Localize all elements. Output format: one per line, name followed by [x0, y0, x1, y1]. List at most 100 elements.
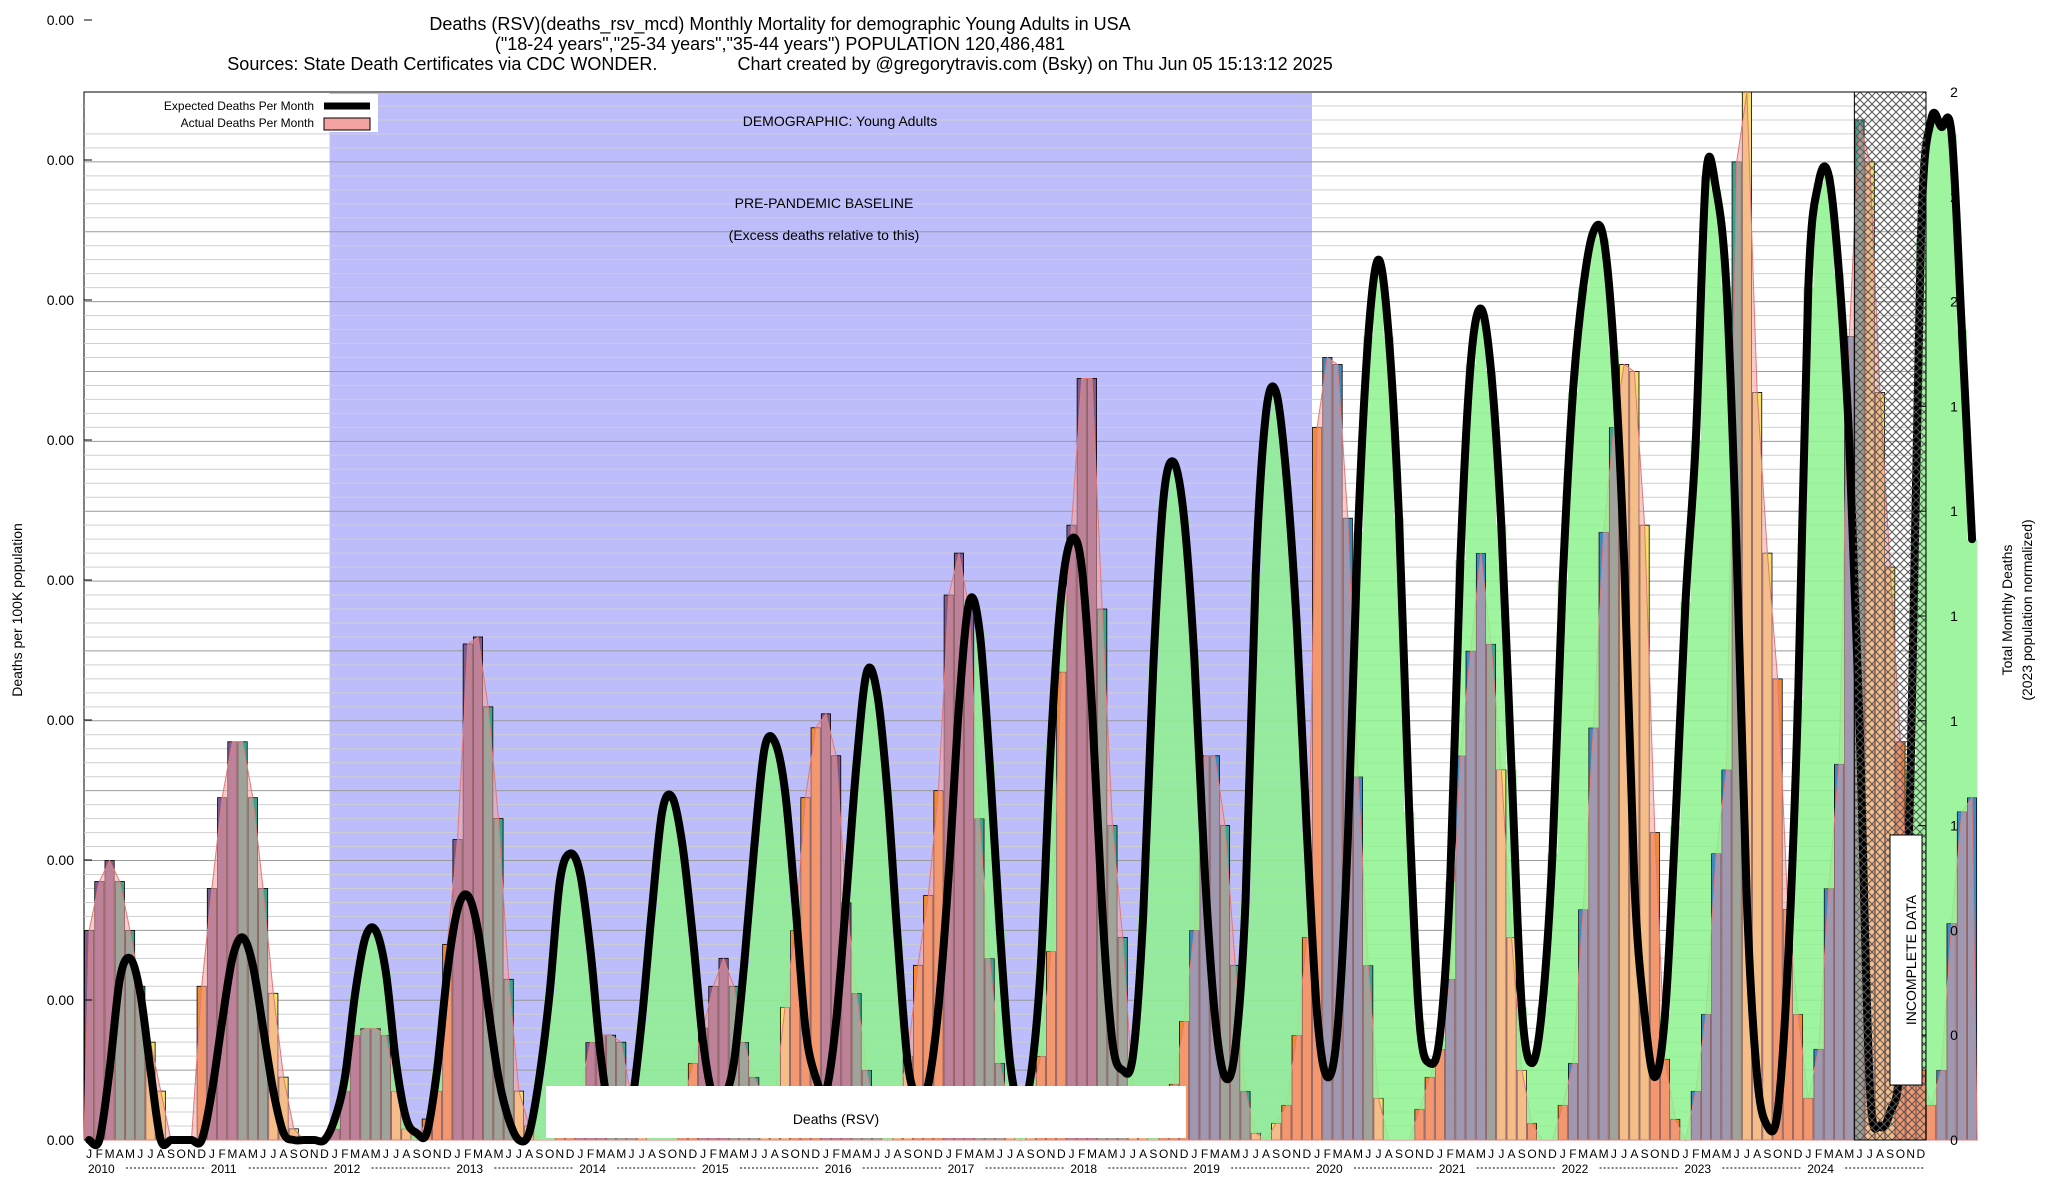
month-tick-label: A — [1876, 1147, 1884, 1161]
month-tick-label: M — [1210, 1147, 1220, 1161]
month-tick-label: A — [1139, 1147, 1147, 1161]
month-tick-label: D — [1548, 1147, 1557, 1161]
month-tick-label: N — [310, 1147, 319, 1161]
year-label-bg — [945, 1161, 984, 1175]
month-tick-label: S — [535, 1147, 543, 1161]
y2-tick-label: 2 — [1950, 84, 1958, 100]
year-label-bg — [208, 1161, 247, 1175]
month-tick-label: J — [1365, 1147, 1371, 1161]
month-tick-label: J — [639, 1147, 645, 1161]
year-label-bg — [1436, 1161, 1475, 1175]
incomplete-data-label-group: INCOMPLETE DATA — [1889, 834, 1923, 1086]
month-tick-label: J — [1314, 1147, 1320, 1161]
month-tick-label: F — [341, 1147, 348, 1161]
month-tick-label: S — [781, 1147, 789, 1161]
month-tick-label: O — [913, 1147, 922, 1161]
right-axis-ticks: 0 0 0 1 1 1 1 1 2 2 2 — [1918, 84, 1958, 1148]
y2-tick-label: 0 — [1950, 922, 1958, 938]
month-tick-label: M — [105, 1147, 115, 1161]
month-tick-label: J — [137, 1147, 143, 1161]
month-tick-label: J — [1560, 1147, 1566, 1161]
left-axis-ticks: 0.00 0.00 0.00 0.00 0.00 0.00 0.00 0.00 0.00 — [47, 12, 92, 1148]
month-tick-label: N — [1415, 1147, 1424, 1161]
month-tick-label: M — [596, 1147, 606, 1161]
month-tick-label: J — [516, 1147, 522, 1161]
expected-excess-fill — [329, 119, 1978, 1141]
month-tick-label: J — [148, 1147, 154, 1161]
year-tick-label: 2010 — [88, 1162, 115, 1176]
month-tick-label: J — [1191, 1147, 1197, 1161]
month-tick-label: J — [1242, 1147, 1248, 1161]
year-label-bg — [454, 1161, 493, 1175]
chart-subtitle: ("18-24 years","25-34 years","35-44 year… — [494, 34, 1066, 54]
month-tick-label: J — [823, 1147, 829, 1161]
year-tick-label: 2021 — [1439, 1162, 1466, 1176]
month-tick-label: N — [1906, 1147, 1915, 1161]
month-tick-label: J — [332, 1147, 338, 1161]
month-tick-label: O — [1896, 1147, 1905, 1161]
y2-tick-label: 1 — [1950, 608, 1958, 624]
month-tick-label: J — [1734, 1147, 1740, 1161]
month-tick-label: J — [1488, 1147, 1494, 1161]
month-tick-label: M — [1476, 1147, 1486, 1161]
y-tick-label: 0.00 — [47, 12, 74, 28]
month-tick-label: A — [1016, 1147, 1024, 1161]
y-tick-label: 0.00 — [47, 432, 74, 448]
month-tick-label: A — [116, 1147, 124, 1161]
month-tick-label: D — [811, 1147, 820, 1161]
month-tick-label: S — [167, 1147, 175, 1161]
month-tick-label: F — [1692, 1147, 1699, 1161]
month-tick-label: A — [771, 1147, 779, 1161]
month-tick-label: M — [862, 1147, 872, 1161]
month-tick-label: O — [177, 1147, 186, 1161]
y2-tick-label: 0 — [1950, 1132, 1958, 1148]
chart-sources: Sources: State Death Certificates via CD… — [227, 54, 658, 74]
baseline-annotation-line2: (Excess deaths relative to this) — [729, 227, 920, 243]
month-tick-label: S — [1395, 1147, 1403, 1161]
month-tick-label: J — [393, 1147, 399, 1161]
month-tick-label: S — [1027, 1147, 1035, 1161]
expected-deaths-line — [85, 108, 1977, 1150]
month-tick-label: D — [320, 1147, 329, 1161]
month-tick-label: O — [545, 1147, 554, 1161]
y-tick-label: 0.00 — [47, 572, 74, 588]
year-label-bg — [86, 1161, 124, 1175]
y2-tick-label: 1 — [1950, 818, 1958, 834]
month-tick-label: D — [1303, 1147, 1312, 1161]
y2-tick-label: 1 — [1950, 713, 1958, 729]
month-tick-label: M — [493, 1147, 503, 1161]
month-tick-label: J — [1376, 1147, 1382, 1161]
month-tick-label: S — [413, 1147, 421, 1161]
month-tick-label: F — [955, 1147, 962, 1161]
month-tick-label: O — [1773, 1147, 1782, 1161]
metric-label: Deaths (RSV) — [793, 1111, 879, 1127]
baseline-annotation-line1: PRE-PANDEMIC BASELINE — [735, 195, 914, 211]
month-tick-label: M — [1455, 1147, 1465, 1161]
month-tick-label: A — [1508, 1147, 1516, 1161]
month-tick-label: J — [577, 1147, 583, 1161]
month-tick-label: S — [904, 1147, 912, 1161]
year-tick-label: 2015 — [702, 1162, 729, 1176]
year-tick-label: 2023 — [1684, 1162, 1711, 1176]
legend-actual-label: Actual Deaths Per Month — [181, 116, 314, 130]
month-tick-label: M — [1087, 1147, 1097, 1161]
month-tick-label: S — [1763, 1147, 1771, 1161]
month-tick-label: F — [218, 1147, 225, 1161]
month-tick-label: D — [689, 1147, 698, 1161]
month-tick-label: J — [209, 1147, 215, 1161]
year-tick-label: 2022 — [1562, 1162, 1589, 1176]
demographic-annotation: DEMOGRAPHIC: Young Adults — [743, 113, 938, 129]
month-tick-label: J — [1621, 1147, 1627, 1161]
year-label-bg — [822, 1161, 861, 1175]
y-axis-label: Deaths per 100K population — [9, 523, 25, 697]
month-tick-label: M — [1230, 1147, 1240, 1161]
month-tick-label: M — [719, 1147, 729, 1161]
month-tick-label: J — [1856, 1147, 1862, 1161]
month-tick-label: N — [801, 1147, 810, 1161]
month-tick-label: N — [1784, 1147, 1793, 1161]
month-tick-label: M — [616, 1147, 626, 1161]
month-tick-label: S — [1641, 1147, 1649, 1161]
month-tick-label: J — [997, 1147, 1003, 1161]
year-tick-label: 2016 — [825, 1162, 852, 1176]
month-tick-label: A — [484, 1147, 492, 1161]
